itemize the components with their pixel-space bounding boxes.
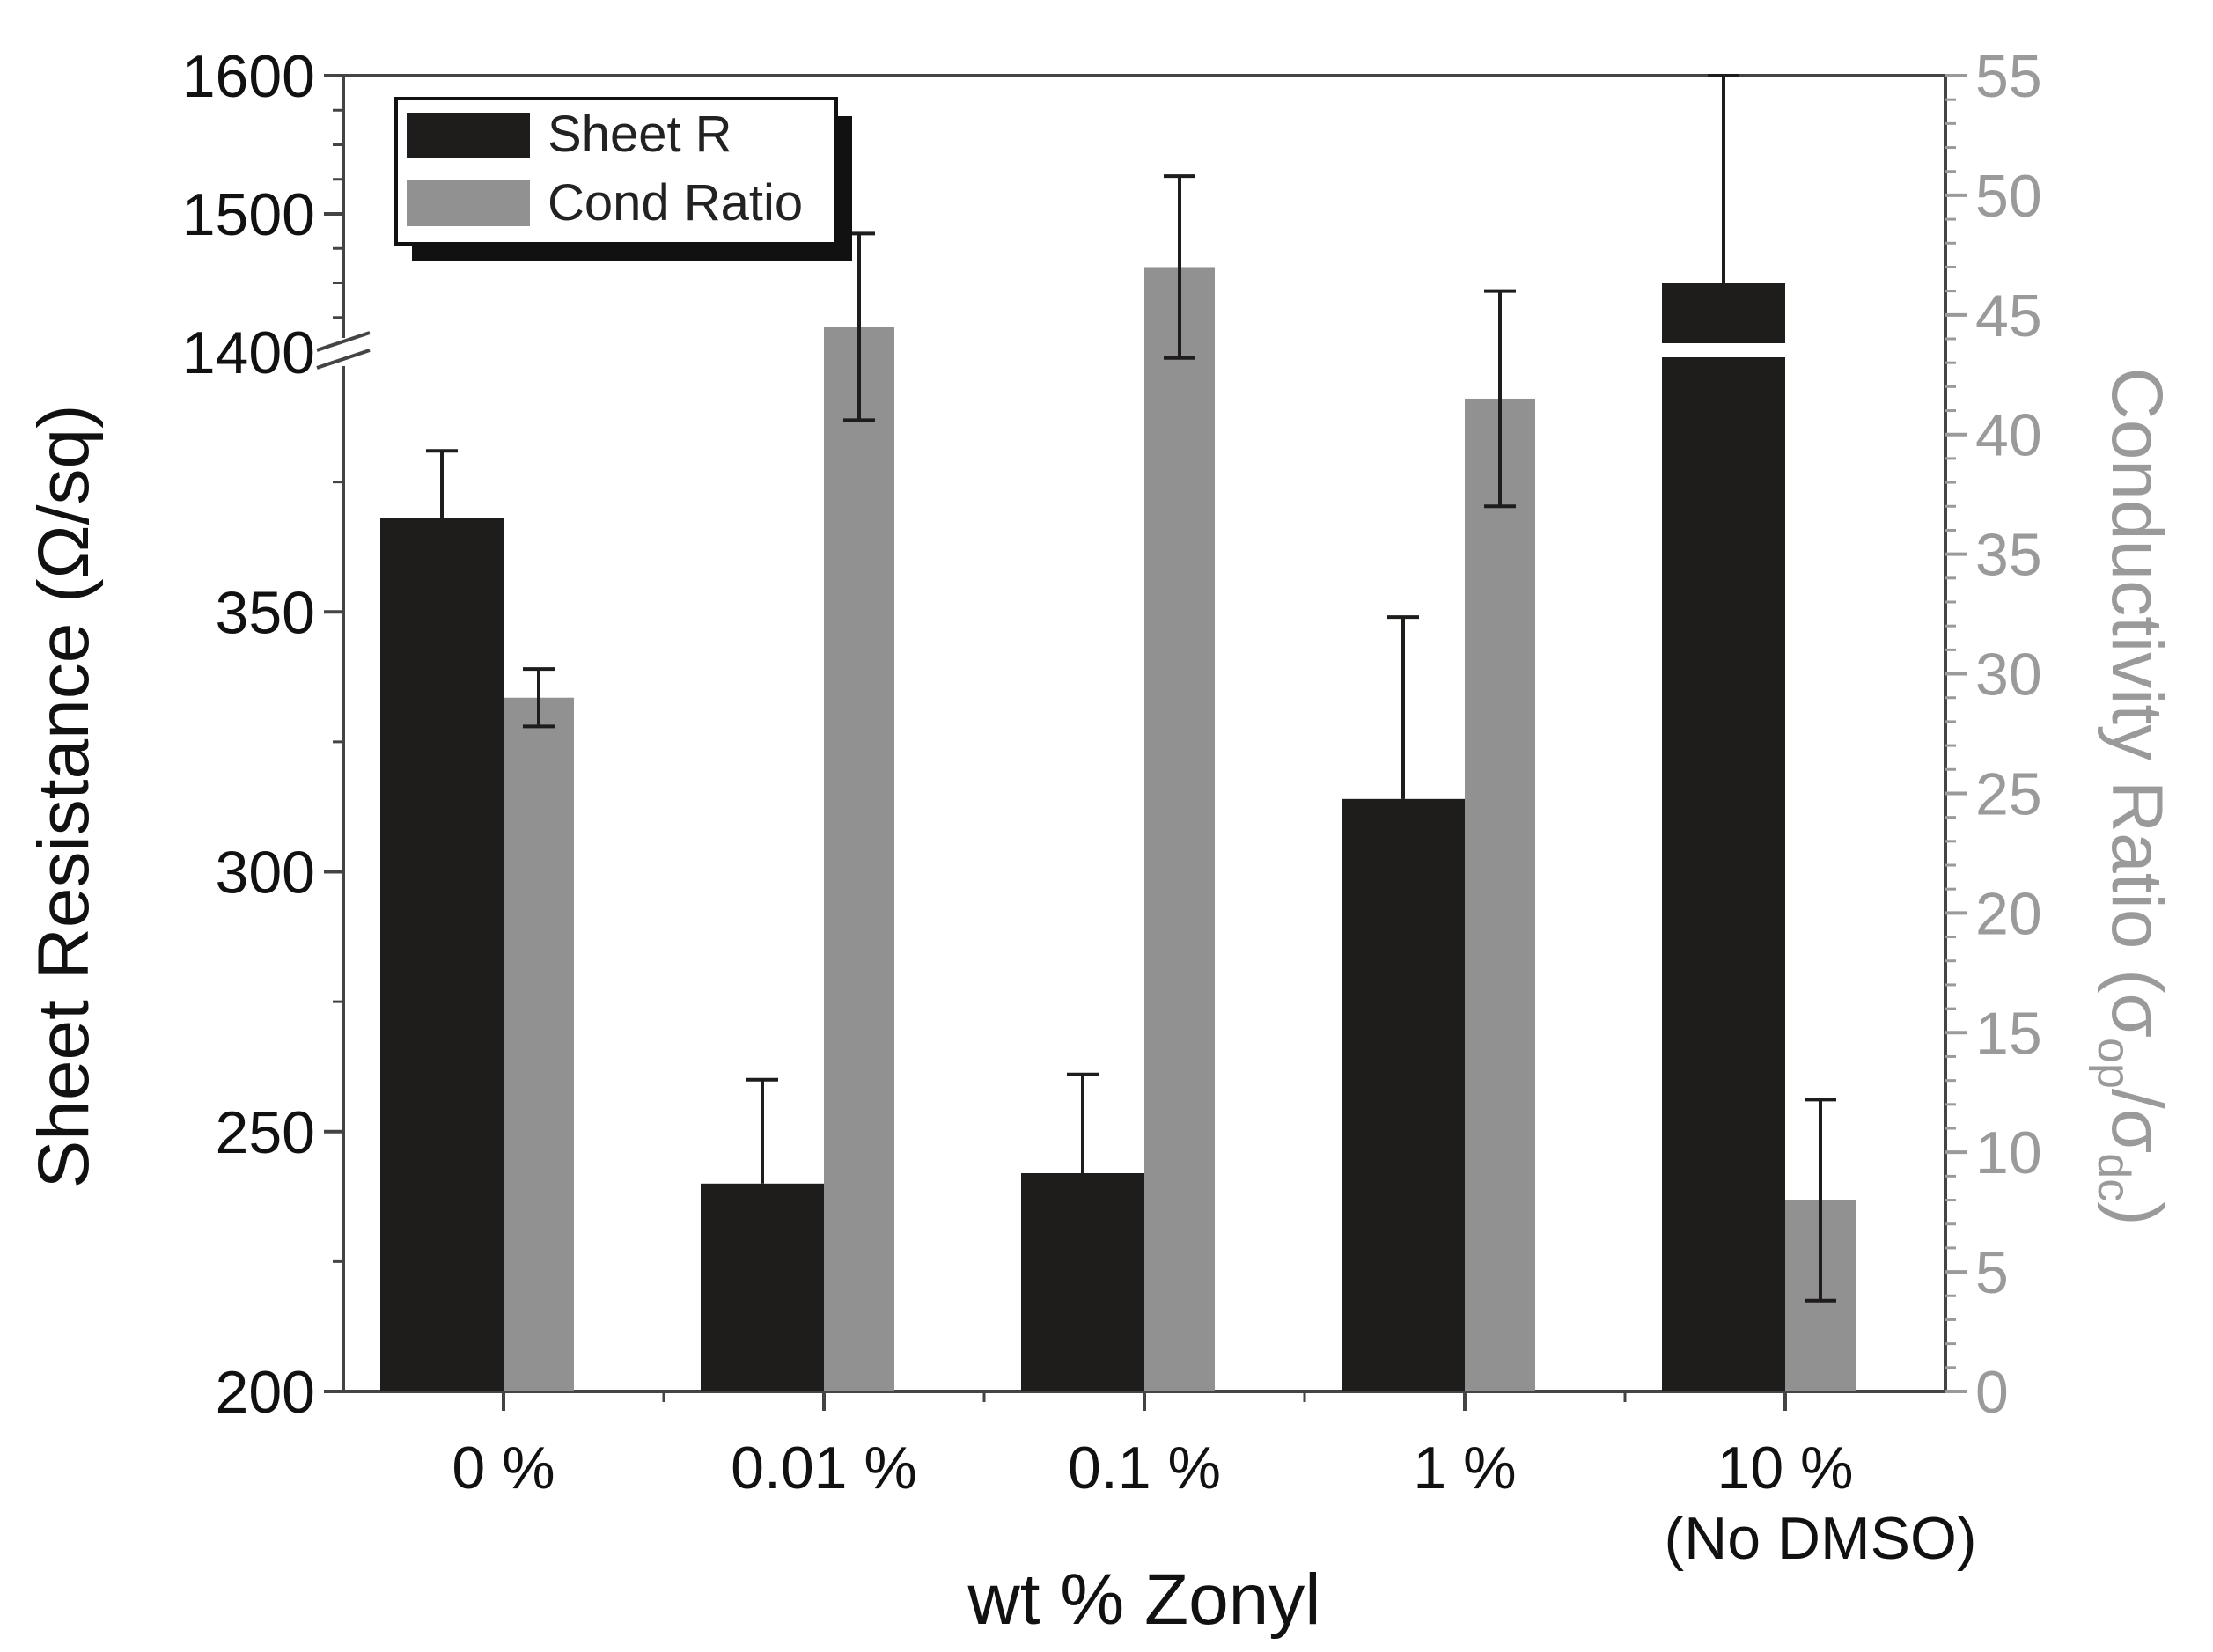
y2-title-prefix: Conductivity Ratio (σ (2097, 367, 2177, 1038)
y2-title-sub2: dc (2088, 1153, 2139, 1201)
bar-cond-ratio (1144, 267, 1215, 1391)
y-right-tick-label: 45 (1975, 283, 2042, 349)
bar-cond-ratio (504, 697, 574, 1391)
bar-cond-ratio (824, 327, 894, 1392)
y-right-tick-label: 5 (1975, 1239, 2009, 1306)
y-left-tick-label: 1500 (182, 181, 315, 248)
y-left-tick-label: 350 (216, 579, 315, 646)
bars-layer (380, 267, 1856, 1392)
y-axis-right-title: Conductivity Ratio (σop/σdc) (2088, 367, 2177, 1225)
y-left-tick-label: 1600 (182, 43, 315, 110)
bar-break-gap (1658, 343, 1789, 357)
y2-title-sub1: op (2088, 1038, 2139, 1089)
y-left-tick-label: 250 (216, 1099, 315, 1166)
legend-label-sheet-r: Sheet R (548, 106, 732, 163)
x-tick-label: 0.01 % (731, 1435, 917, 1501)
y-right-tick-label: 10 (1975, 1120, 2042, 1186)
axis-break-mark (316, 331, 371, 352)
bar-cond-ratio (1465, 398, 1535, 1391)
legend-label-cond-ratio: Cond Ratio (548, 174, 803, 231)
x-tick-label: 0 % (452, 1435, 555, 1501)
y-right-tick-label: 20 (1975, 880, 2042, 947)
legend: Sheet R Cond Ratio (394, 97, 852, 261)
y-right-tick-label: 25 (1975, 760, 2042, 827)
y-right-tick-label: 15 (1975, 1000, 2042, 1067)
bar-sheet-r (1342, 798, 1465, 1391)
axes-layer: 200 250 300 350 1400 1500 1600 0 5 10 15 20 25 30 35 40… (182, 43, 2042, 1572)
bar-sheet-r (1021, 1172, 1144, 1391)
y-left-tick-label: 1400 (182, 319, 315, 386)
x-tick-label: 10 % (1717, 1435, 1854, 1501)
y-right-tick-label: 30 (1975, 642, 2042, 709)
x-tick-label: 0.1 % (1068, 1435, 1221, 1501)
bar-sheet-r (1662, 283, 1785, 1391)
y-axis-left-title: Sheet Resistance (Ω/sq) (24, 405, 104, 1189)
legend-swatch-cond-ratio (407, 180, 530, 226)
bar-sheet-r (380, 518, 504, 1391)
y-right-tick-label: 0 (1975, 1359, 2009, 1426)
y-right-tick-label: 50 (1975, 163, 2042, 230)
y-right-tick-label: 55 (1975, 43, 2042, 110)
x-axis-title: wt % Zonyl (967, 1560, 1321, 1640)
axis-break-mark (316, 349, 371, 370)
x-tick-label: 1 % (1413, 1435, 1516, 1501)
y2-title-mid: /σ (2097, 1089, 2177, 1153)
legend-swatch-sheet-r (407, 113, 530, 158)
y-left-tick-label: 300 (216, 840, 315, 907)
y2-title-suffix: ) (2097, 1201, 2177, 1225)
y-right-tick-label: 40 (1975, 402, 2042, 469)
y-left-tick-label: 200 (216, 1359, 315, 1426)
y-right-tick-label: 35 (1975, 522, 2042, 589)
x-tick-sublabel: (No DMSO) (1664, 1505, 1976, 1572)
bar-sheet-r (701, 1183, 824, 1391)
